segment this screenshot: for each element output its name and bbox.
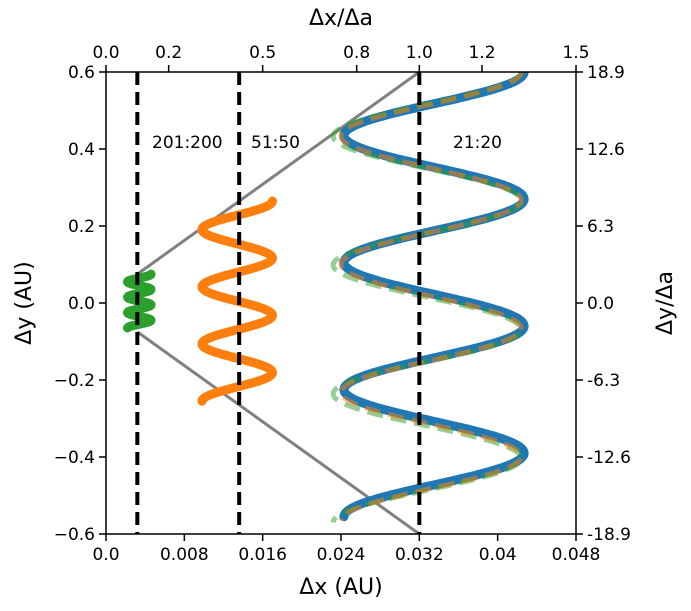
y-tick-label: −0.2 <box>54 371 95 391</box>
top-tick-label: 0.8 <box>343 43 370 63</box>
top-tick-label: 1.2 <box>468 43 495 63</box>
x-tick-label: 0.008 <box>160 545 209 565</box>
series-0-curve <box>339 72 529 522</box>
top-tick-label: 0.5 <box>249 43 276 63</box>
x-tick-label: 0.016 <box>238 545 287 565</box>
y-tick-label: −0.4 <box>54 448 95 468</box>
x-tick-label: 0.032 <box>395 545 444 565</box>
axes: 201:200 51:50 21:20 0.0 0.008 0.016 0.024 0.032… <box>54 43 631 565</box>
top-tick-label: 1.5 <box>562 43 589 63</box>
right-tick-label: -18.9 <box>587 525 631 545</box>
y-axis-title: Δy (AU) <box>12 261 37 344</box>
resonance-label-1: 51:50 <box>251 133 300 153</box>
right-tick-label: 12.6 <box>587 140 625 160</box>
x-axis-title: Δx (AU) <box>299 575 382 600</box>
series-2-curve <box>338 72 524 523</box>
x-tick-label: 0.024 <box>317 545 366 565</box>
y-tick-label: 0.6 <box>68 63 95 83</box>
right-tick-label: -6.3 <box>587 371 620 391</box>
right-tick-label: 18.9 <box>587 63 625 83</box>
plot-area <box>123 72 529 534</box>
x-tick-label: 0.04 <box>479 545 517 565</box>
resonance-label-2: 21:20 <box>453 133 502 153</box>
top-tick-label: 0.0 <box>92 43 119 63</box>
top-tick-label: 1.0 <box>406 43 433 63</box>
x-tick-label: 0.0 <box>92 545 119 565</box>
y-tick-label: −0.6 <box>54 525 95 545</box>
y-tick-label: 0.0 <box>68 294 95 314</box>
right-axis-title: Δy/Δa <box>653 271 678 335</box>
right-tick-label: 0.0 <box>587 294 614 314</box>
resonance-label-0: 201:200 <box>152 133 223 153</box>
y-tick-label: 0.2 <box>68 217 95 237</box>
y-tick-label: 0.4 <box>68 140 95 160</box>
right-tick-label: 6.3 <box>587 217 614 237</box>
top-axis-title: Δx/Δa <box>309 6 373 31</box>
top-tick-label: 0.2 <box>155 43 182 63</box>
envelope-line-upper <box>136 72 421 276</box>
right-tick-label: -12.6 <box>587 448 631 468</box>
x-tick-label: 0.048 <box>552 545 601 565</box>
